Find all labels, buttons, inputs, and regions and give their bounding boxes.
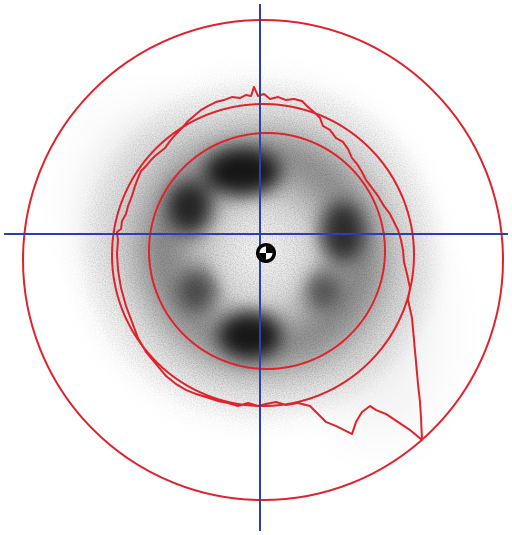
inner-circle xyxy=(148,132,386,370)
outer-circle xyxy=(22,19,504,501)
reference-circles xyxy=(22,19,504,501)
middle-circle xyxy=(111,103,415,407)
crosshair xyxy=(4,4,508,531)
centroid-marker xyxy=(256,243,276,263)
